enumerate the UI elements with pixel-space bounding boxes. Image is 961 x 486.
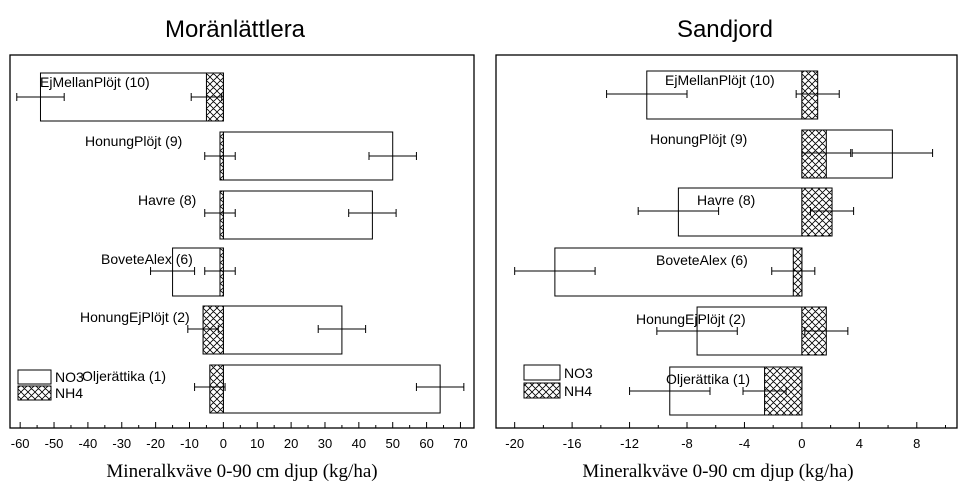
error-bar-no3-havre-8: [348, 209, 397, 217]
error-bar-no3-honungplojt-9: [368, 152, 417, 160]
x-tick-label: 8: [913, 436, 920, 451]
error-bar-no3-honungejplojt-2: [656, 327, 738, 335]
x-axis-label: Mineralkväve 0-90 cm djup (kg/ha): [582, 461, 853, 482]
x-tick-label: 50: [385, 436, 399, 451]
x-tick-label: -16: [563, 436, 582, 451]
error-bar-nh4-bovetealex-6: [771, 267, 816, 275]
error-bar-no3-honungplojt-9: [851, 149, 934, 157]
bar-nh4-bovetealex-6: [219, 247, 224, 297]
x-tick-label: 40: [352, 436, 366, 451]
x-tick-label: -12: [620, 436, 639, 451]
error-bar-nh4-havre-8: [204, 209, 236, 217]
category-label-havre-8: Havre (8): [697, 192, 755, 208]
x-tick-label: 70: [453, 436, 467, 451]
category-label-honungejplojt-2: HonungEjPlöjt (2): [80, 309, 190, 325]
x-tick-label: -60: [11, 436, 30, 451]
legend-label-no3: NO3: [55, 369, 84, 385]
legend: NO3 NH4: [17, 369, 84, 401]
error-bar-nh4-ejmellanplojt-10: [795, 90, 840, 98]
category-label-oljerattika-1: Oljerättika (1): [666, 371, 750, 387]
error-bar-nh4-havre-8: [810, 207, 855, 215]
x-tick-label: 0: [220, 436, 227, 451]
category-label-honungplojt-9: HonungPlöjt (9): [650, 131, 747, 147]
x-tick-label: -30: [112, 436, 131, 451]
chart-title: Sandjord: [677, 16, 773, 43]
bar-nh4-oljerattika-1: [209, 364, 224, 414]
bar-nh4-ejmellanplojt-10: [801, 70, 819, 120]
chart-title: Moränlättlera: [165, 16, 306, 43]
x-tick-label: 10: [250, 436, 264, 451]
x-tick-label: 30: [318, 436, 332, 451]
category-label-honungejplojt-2: HonungEjPlöjt (2): [636, 311, 746, 327]
legend-swatch-no3: [17, 369, 52, 385]
legend-swatch-nh4: [523, 382, 561, 399]
error-bar-nh4-honungejplojt-2: [187, 325, 219, 333]
bar-no3-ejmellanplojt-10: [646, 70, 803, 120]
x-tick-label: -20: [146, 436, 165, 451]
error-bar-nh4-oljerattika-1: [742, 387, 787, 395]
x-tick-label: -40: [78, 436, 97, 451]
x-tick-label: 60: [419, 436, 433, 451]
bar-nh4-honungejplojt-2: [202, 305, 224, 355]
error-bar-no3-bovetealex-6: [514, 267, 596, 275]
error-bar-no3-bovetealex-6: [150, 267, 196, 275]
legend: NO3 NH4: [523, 364, 593, 399]
error-bar-nh4-honungplojt-9: [801, 149, 852, 157]
bar-nh4-honungplojt-9: [801, 129, 827, 179]
error-bar-no3-oljerattika-1: [415, 383, 465, 391]
category-label-havre-8: Havre (8): [138, 192, 196, 208]
bar-no3-oljerattika-1: [222, 364, 441, 414]
category-label-oljerattika-1: Oljerättika (1): [82, 368, 166, 384]
legend-label-nh4: NH4: [55, 385, 83, 401]
x-tick-label: -50: [45, 436, 64, 451]
category-label-bovetealex-6: BoveteAlex (6): [656, 252, 748, 268]
x-axis-label: Mineralkväve 0-90 cm djup (kg/ha): [106, 461, 377, 482]
x-tick-label: -10: [180, 436, 199, 451]
bar-no3-havre-8: [677, 187, 803, 237]
bar-nh4-havre-8: [219, 190, 224, 240]
bar-nh4-havre-8: [801, 187, 833, 237]
error-bar-nh4-honungejplojt-2: [804, 327, 849, 335]
chart-panel-moranlattlera: Moränlättlera -60 -50 -40 -30 -20 -10 0 10 20 30 4…: [9, 16, 475, 482]
bar-nh4-bovetealex-6: [792, 247, 803, 297]
plot-frame: [495, 54, 958, 429]
x-tick-label: -4: [739, 436, 751, 451]
legend-swatch-nh4: [17, 385, 52, 401]
error-bar-no3-honungejplojt-2: [317, 325, 367, 333]
x-tick-label: -8: [681, 436, 693, 451]
x-tick-label: -20: [505, 436, 524, 451]
error-bar-nh4-oljerattika-1: [194, 383, 226, 391]
error-bar-no3-ejmellanplojt-10: [16, 93, 65, 101]
category-label-ejmellanplojt-10: EjMellanPlöjt (10): [665, 72, 775, 88]
legend-swatch-no3: [523, 364, 561, 381]
x-tick-label: 0: [798, 436, 805, 451]
bar-no3-honungejplojt-2: [222, 305, 343, 355]
bar-no3-honungplojt-9: [222, 131, 394, 181]
error-bar-no3-havre-8: [637, 207, 720, 215]
error-bar-nh4-ejmellanplojt-10: [190, 93, 223, 101]
category-label-honungplojt-9: HonungPlöjt (9): [85, 133, 182, 149]
x-tick-label: 20: [284, 436, 298, 451]
plot-frame: [9, 54, 475, 429]
error-bar-no3-ejmellanplojt-10: [606, 90, 688, 98]
error-bar-nh4-honungplojt-9: [204, 152, 236, 160]
x-tick-label: 4: [856, 436, 863, 451]
legend-label-no3: NO3: [564, 365, 593, 381]
category-label-ejmellanplojt-10: EjMellanPlöjt (10): [40, 74, 150, 90]
error-bar-no3-oljerattika-1: [629, 387, 711, 395]
category-label-bovetealex-6: BoveteAlex (6): [101, 251, 193, 267]
chart-panel-sandjord: Sandjord -20 -16 -12 -8 -4 0 4 8 EjMellanPlöjt …: [495, 16, 958, 482]
bar-no3-havre-8: [222, 190, 373, 240]
error-bar-nh4-bovetealex-6: [204, 267, 236, 275]
legend-label-nh4: NH4: [564, 383, 592, 399]
